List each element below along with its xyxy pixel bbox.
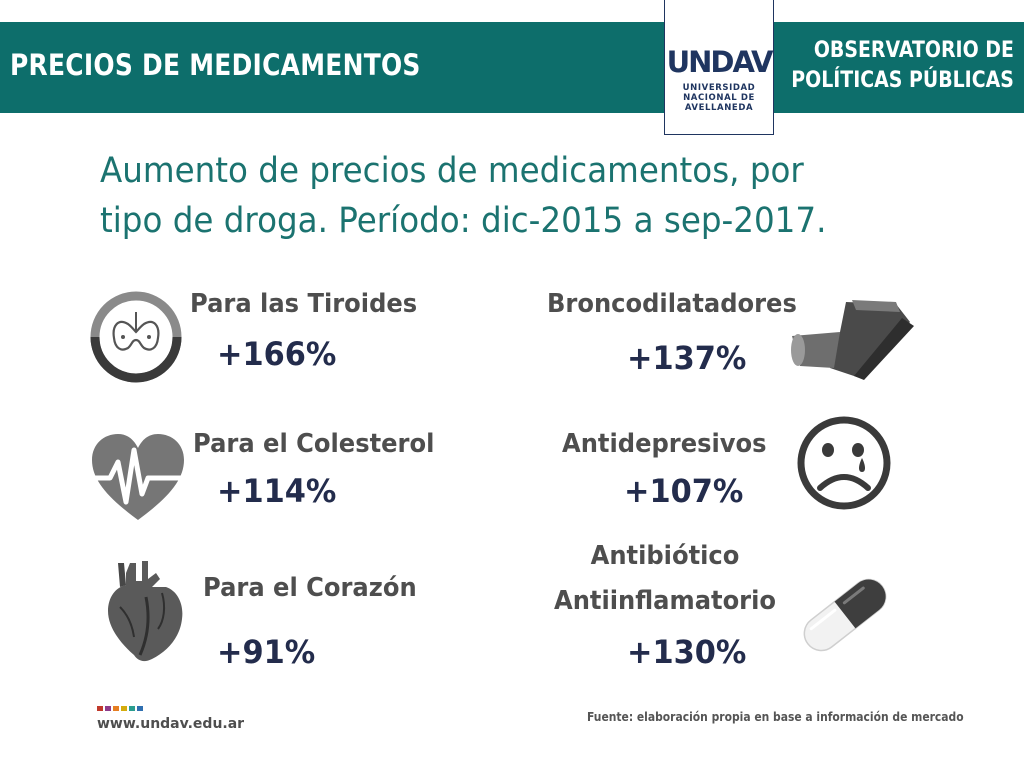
page-title: PRECIOS DE MEDICAMENTOS bbox=[10, 48, 421, 82]
inhaler-icon bbox=[791, 300, 914, 380]
logo-wordmark: UNDAV bbox=[666, 45, 774, 79]
subtitle-line-1: Aumento de precios de medicamentos, por bbox=[100, 151, 804, 191]
chart-subtitle: Aumento de precios de medicamentos, por … bbox=[100, 146, 881, 246]
antibiotico-value: +130% bbox=[627, 633, 747, 671]
capsule-icon bbox=[803, 578, 887, 652]
colesterol-label: Para el Colesterol bbox=[193, 429, 435, 459]
sad-face-icon bbox=[797, 416, 891, 510]
observatorio-title: OBSERVATORIO DE POLÍTICAS PÚBLICAS bbox=[791, 36, 1014, 96]
broncodilatadores-label: Broncodilatadores bbox=[547, 289, 797, 319]
colesterol-value: +114% bbox=[217, 472, 337, 510]
color-square bbox=[121, 706, 127, 711]
footer-color-squares bbox=[97, 706, 143, 711]
color-square bbox=[137, 706, 143, 711]
color-square bbox=[113, 706, 119, 711]
color-square bbox=[97, 706, 103, 711]
logo-line-1: UNIVERSIDAD bbox=[682, 83, 756, 93]
antidepresivos-value: +107% bbox=[624, 472, 744, 510]
antidepresivos-label: Antidepresivos bbox=[562, 429, 767, 459]
tiroides-label: Para las Tiroides bbox=[190, 289, 418, 319]
antibiotico-label: Antibiótico bbox=[590, 541, 740, 571]
thyroid-icon bbox=[90, 291, 182, 383]
corazon-label: Para el Corazón bbox=[203, 573, 417, 603]
subtitle-line-2: tipo de droga. Período: dic-2015 a sep-2… bbox=[100, 201, 827, 241]
broncodilatadores-value: +137% bbox=[627, 339, 747, 377]
logo-subtitle: UNIVERSIDAD NACIONAL DE AVELLANEDA bbox=[665, 83, 773, 113]
heartbeat-icon bbox=[92, 434, 184, 520]
antiinflamatorio-label: Antiinflamatorio bbox=[553, 586, 777, 616]
observatorio-line-2: POLÍTICAS PÚBLICAS bbox=[791, 68, 1014, 93]
header-bar: PRECIOS DE MEDICAMENTOS OBSERVATORIO DE … bbox=[0, 22, 1024, 113]
corazon-value: +91% bbox=[217, 633, 316, 671]
tiroides-value: +166% bbox=[217, 335, 337, 373]
footer-url: www.undav.edu.ar bbox=[97, 716, 245, 732]
color-square bbox=[129, 706, 135, 711]
source-note: Fuente: elaboración propia en base a inf… bbox=[587, 709, 964, 724]
undav-logo: UNDAV UNIVERSIDAD NACIONAL DE AVELLANEDA bbox=[664, 0, 774, 135]
logo-line-2: NACIONAL DE bbox=[683, 93, 755, 103]
anatomical-heart-icon bbox=[108, 561, 183, 662]
observatorio-line-1: OBSERVATORIO DE bbox=[813, 38, 1014, 63]
color-square bbox=[105, 706, 111, 711]
logo-line-3: AVELLANEDA bbox=[684, 103, 754, 113]
